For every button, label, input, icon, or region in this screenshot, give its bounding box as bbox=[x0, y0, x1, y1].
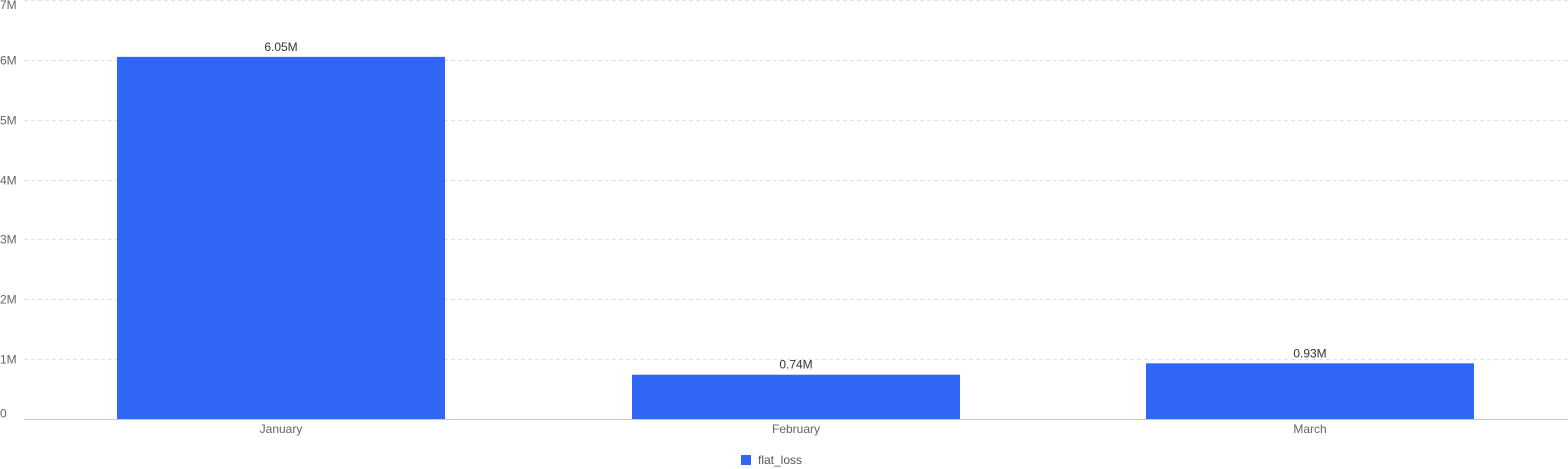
bars: 6.05M 0.74M 0.93M bbox=[117, 40, 1474, 419]
y-tick-label: 2M bbox=[0, 293, 17, 307]
data-label-february: 0.74M bbox=[779, 358, 812, 372]
x-tick-label: March bbox=[1293, 422, 1326, 436]
grid-lines bbox=[24, 0, 1568, 360]
x-axis-ticks: January February March bbox=[260, 422, 1327, 436]
x-tick-label: February bbox=[772, 422, 820, 436]
y-tick-label: 3M bbox=[0, 233, 17, 247]
y-tick-label: 0 bbox=[0, 407, 7, 421]
legend-label-flat-loss[interactable]: flat_loss bbox=[758, 453, 802, 467]
y-tick-label: 4M bbox=[0, 174, 17, 188]
legend[interactable]: flat_loss bbox=[741, 453, 802, 467]
legend-swatch-flat-loss[interactable] bbox=[741, 455, 751, 465]
y-tick-label: 7M bbox=[0, 0, 17, 12]
data-label-march: 0.93M bbox=[1293, 346, 1326, 360]
bar-march[interactable] bbox=[1146, 363, 1474, 419]
y-tick-label: 5M bbox=[0, 114, 17, 128]
y-tick-label: 6M bbox=[0, 54, 17, 68]
y-axis-ticks: 0 1M 2M 3M 4M 5M 6M 7M bbox=[0, 0, 17, 421]
bar-february[interactable] bbox=[632, 374, 960, 419]
bar-january[interactable] bbox=[117, 56, 445, 419]
data-label-january: 6.05M bbox=[264, 40, 297, 54]
x-tick-label: January bbox=[260, 422, 303, 436]
y-tick-label: 1M bbox=[0, 353, 17, 367]
